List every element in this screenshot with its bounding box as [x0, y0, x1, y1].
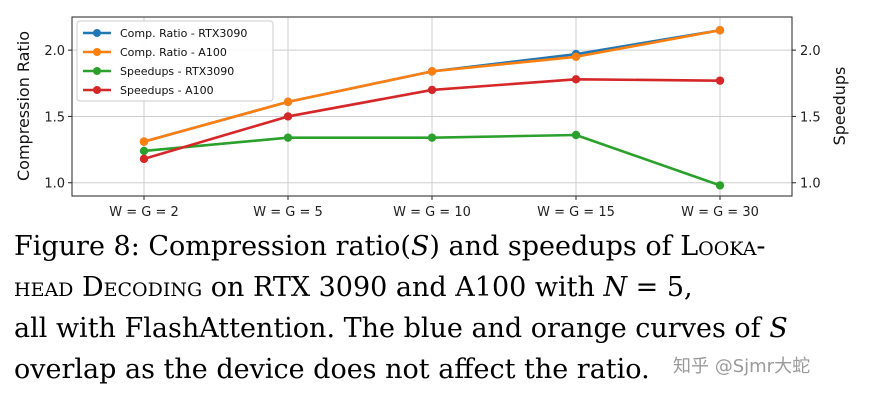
chart: W = G = 2 W = G = 5 W = G = 10 W = G = 15 W … — [14, 16, 849, 220]
legend-label: Speedups - A100 — [120, 84, 214, 97]
data-point — [139, 146, 149, 156]
legend-label: Speedups - RTX3090 — [120, 65, 234, 78]
axis-ticks: W = G = 2 W = G = 5 W = G = 10 W = G = 15 W … — [44, 44, 820, 220]
y-tick-label-left: 2.0 — [44, 44, 65, 59]
legend-label: Comp. Ratio - RTX3090 — [120, 27, 247, 40]
caption-line: head Decoding on RTX 3090 and A100 with … — [14, 267, 864, 308]
legend-swatch-marker — [93, 86, 101, 94]
data-point — [427, 67, 437, 76]
series-lines — [139, 26, 725, 190]
caption-segment: all with FlashAttention. The blue and or… — [14, 313, 770, 344]
y-tick-label-right: 2.0 — [800, 44, 821, 59]
caption-segment: head Decoding — [14, 272, 203, 303]
y-tick-label-right: 1.5 — [800, 110, 821, 125]
legend-swatch-marker — [93, 48, 101, 56]
legend-box — [76, 20, 274, 102]
caption-line: all with FlashAttention. The blue and or… — [14, 308, 864, 349]
y-tick-label-right: 1.0 — [800, 177, 821, 192]
legend-swatch-marker — [93, 67, 101, 75]
y-axis-label-left: Compression Ratio — [14, 31, 33, 181]
caption-line: overlap as the device does not affect th… — [14, 349, 864, 390]
caption-segment: S — [769, 313, 788, 344]
data-point — [571, 75, 581, 84]
caption-segment: Figure 8: Compression ratio( — [14, 231, 411, 262]
caption-segment: N — [603, 272, 628, 303]
y-axis-label-right: Speedups — [830, 67, 849, 146]
x-tick-label: W = G = 2 — [109, 205, 179, 220]
data-point — [283, 97, 293, 107]
caption-segment: on RTX 3090 and A100 with — [202, 272, 604, 303]
legend-swatch-marker — [93, 29, 101, 37]
legend: Comp. Ratio - RTX3090 Comp. Ratio - A100 S… — [76, 20, 274, 102]
data-point — [139, 154, 149, 164]
legend-label: Comp. Ratio - A100 — [120, 46, 227, 59]
data-point — [139, 137, 149, 146]
caption-segment: S — [410, 231, 430, 262]
x-tick-label: W = G = 10 — [393, 205, 471, 220]
gridlines — [72, 17, 792, 196]
watermark: 知乎 @Sjmr大蛇 — [673, 356, 811, 377]
y-tick-label-left: 1.5 — [44, 110, 65, 125]
data-point — [571, 52, 581, 61]
caption-segment: = 5, — [627, 272, 693, 303]
x-tick-label: W = G = 15 — [537, 205, 615, 220]
x-tick-label: W = G = 30 — [681, 205, 759, 220]
data-point — [571, 130, 581, 140]
data-point — [715, 76, 725, 85]
data-point — [283, 112, 293, 121]
caption-segment: ) and speedups of — [429, 231, 681, 262]
y-tick-label-left: 1.0 — [44, 177, 65, 192]
data-point — [427, 85, 437, 95]
caption-segment: overlap as the device does not affect th… — [14, 354, 650, 385]
caption-segment: Looka- — [680, 231, 766, 262]
data-point — [283, 133, 293, 142]
x-tick-label: W = G = 5 — [253, 205, 323, 220]
data-point — [715, 26, 725, 35]
caption-line: Figure 8: Compression ratio(S) and speed… — [14, 226, 864, 267]
figure-caption: Figure 8: Compression ratio(S) and speed… — [14, 226, 864, 390]
data-point — [715, 181, 725, 190]
data-point — [427, 133, 437, 142]
